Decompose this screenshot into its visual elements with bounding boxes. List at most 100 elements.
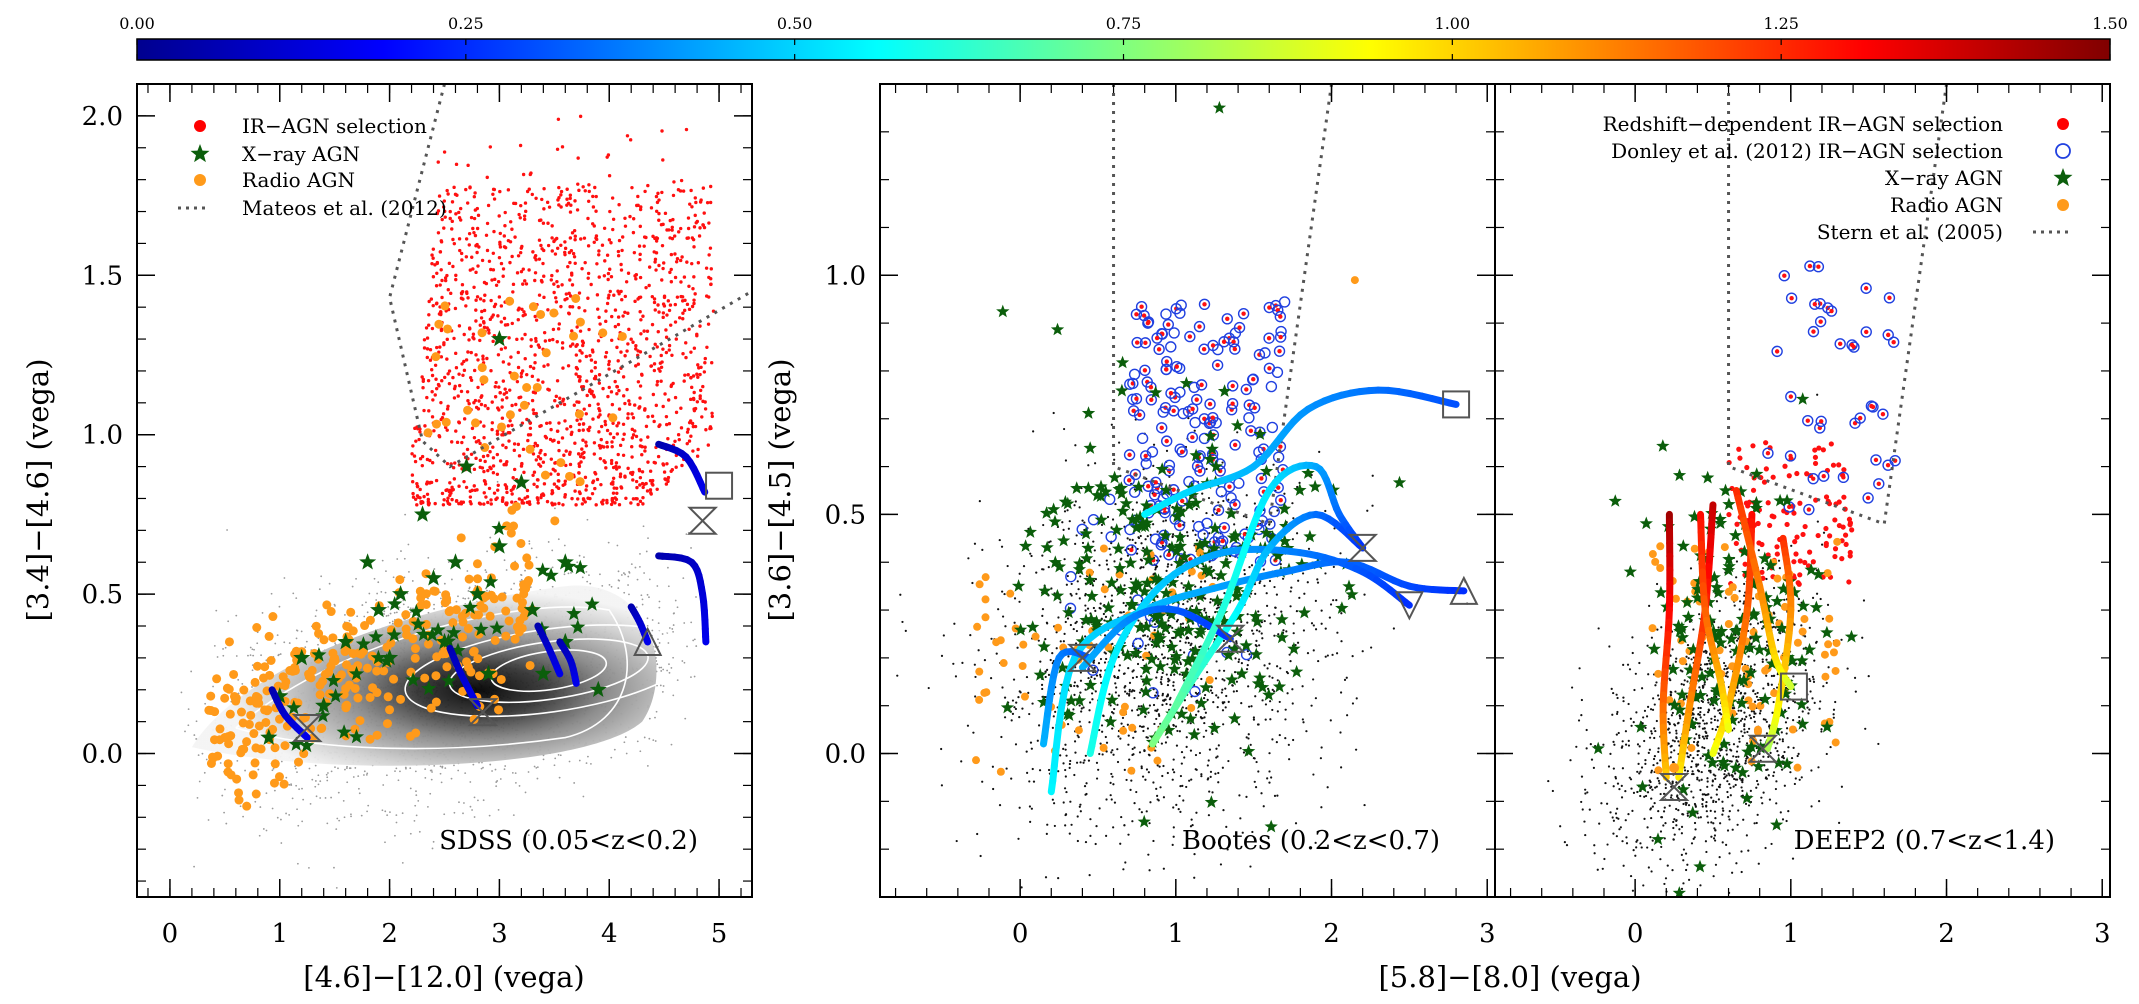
ir-agn-point (418, 430, 422, 434)
ir-agn-point (472, 467, 477, 472)
ir-agn-point (606, 153, 611, 157)
ir-agn-point (562, 402, 567, 407)
ir-agn-point (430, 326, 435, 331)
ir-agn-point (658, 361, 663, 365)
x-ray-agn-point (535, 562, 551, 577)
ir-agn-point (476, 358, 480, 362)
ir-agn-point (508, 240, 513, 244)
ir-agn-point (431, 247, 436, 251)
background-source (567, 572, 570, 575)
ir-agn-point (600, 444, 604, 449)
ir-agn-point (475, 250, 479, 255)
background-source (351, 585, 354, 588)
ir-agn-point (450, 440, 454, 444)
ir-agn-point (575, 343, 579, 347)
ir-agn-point (486, 453, 490, 458)
ir-agn-point (631, 230, 636, 235)
background-source (338, 819, 341, 822)
background-source (455, 600, 458, 603)
ir-agn-point (461, 373, 465, 377)
ir-agn-point (495, 472, 500, 476)
ir-agn-point (566, 364, 571, 368)
radio-agn-point (443, 324, 453, 334)
ir-agn-point (426, 378, 431, 383)
background-source (391, 620, 394, 623)
ir-agn-point (664, 477, 668, 482)
ir-agn-point (456, 394, 460, 398)
background-source (473, 816, 476, 818)
ir-agn-point (413, 497, 418, 501)
ir-agn-point (489, 368, 493, 373)
background-source (670, 667, 673, 669)
background-source (301, 820, 304, 823)
ir-agn-point (491, 445, 495, 449)
radio-agn-point (372, 666, 382, 676)
background-source (681, 660, 684, 662)
x-ray-agn-point (311, 647, 327, 662)
background-source (224, 788, 226, 791)
ir-agn-point (513, 235, 517, 239)
ir-agn-point (664, 328, 668, 332)
ir-agn-point (610, 338, 614, 342)
background-source (639, 553, 641, 555)
background-source (333, 866, 335, 869)
ir-agn-point (517, 454, 522, 458)
ir-agn-point (475, 295, 480, 299)
background-source (180, 691, 183, 694)
ir-agn-point (603, 419, 607, 424)
ir-agn-point (491, 470, 496, 475)
ir-agn-point (510, 227, 514, 231)
ir-agn-point (579, 237, 583, 241)
radio-agn-point (480, 443, 490, 453)
ir-agn-point (523, 332, 527, 337)
background-source (640, 594, 643, 597)
background-source (1119, 737, 1122, 740)
radio-agn-point (410, 644, 420, 654)
x-tick-label: 5 (711, 919, 728, 949)
colorbar-tick-label: 0.25 (448, 14, 484, 33)
background-source (205, 758, 208, 761)
background-source (536, 766, 539, 769)
ir-agn-point (572, 255, 577, 259)
background-source (1029, 820, 1032, 824)
background-source (1160, 675, 1163, 679)
ir-agn-point (659, 353, 663, 358)
background-source (641, 603, 644, 606)
background-source (285, 776, 288, 779)
background-source (1139, 534, 1142, 538)
ir-agn-point (683, 373, 687, 377)
ir-agn-point (482, 325, 487, 330)
ir-agn-point (465, 290, 469, 294)
ir-agn-point (459, 251, 464, 256)
ir-agn-point (434, 284, 439, 288)
background-source (253, 648, 255, 651)
background-source (662, 668, 665, 671)
background-source (628, 571, 631, 574)
radio-agn-point (336, 670, 346, 680)
radio-agn-point (396, 694, 406, 704)
background-source (387, 614, 390, 617)
ir-agn-point (615, 391, 619, 396)
background-source (280, 842, 283, 844)
background-source (1138, 725, 1142, 728)
ir-agn-point (692, 397, 696, 402)
ir-agn-point (578, 454, 583, 459)
radio-agn-point (270, 743, 280, 753)
ir-agn-point (681, 189, 686, 193)
ir-agn-point (708, 246, 713, 250)
background-source (294, 767, 297, 770)
background-source (1324, 627, 1327, 630)
ir-agn-point (692, 390, 696, 395)
background-source (430, 769, 433, 772)
ir-agn-point (452, 477, 457, 481)
ir-agn-point (542, 295, 546, 300)
ir-agn-point (438, 283, 442, 287)
ir-agn-point (574, 365, 579, 370)
background-source (279, 653, 282, 655)
background-source (486, 589, 488, 592)
ir-agn-point (555, 147, 560, 151)
ir-agn-point (491, 192, 495, 196)
ir-agn-point (465, 390, 470, 394)
ir-agn-point (442, 150, 447, 154)
x-ray-agn-point (512, 473, 530, 490)
